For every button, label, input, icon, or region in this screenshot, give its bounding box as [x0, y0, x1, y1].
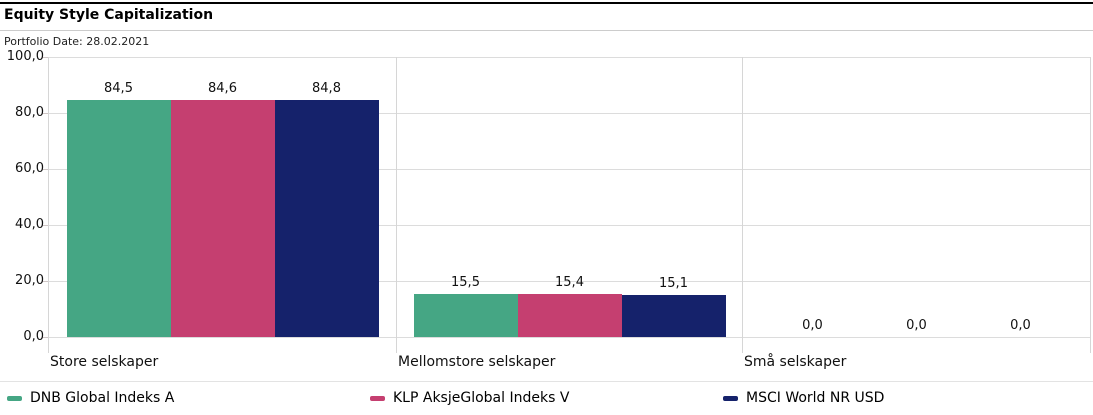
legend-label: KLP AksjeGlobal Indeks V — [393, 390, 570, 406]
y-axis-tick — [42, 337, 48, 338]
category-label: Store selskaper — [50, 354, 159, 370]
bar-column: 0,0 — [761, 57, 865, 337]
bar-value-label: 0,0 — [802, 318, 823, 333]
y-axis-tick — [42, 281, 48, 282]
top-border-rule — [0, 2, 1093, 4]
gridline — [48, 57, 1090, 58]
bar-value-label: 0,0 — [906, 318, 927, 333]
bar-2[interactable] — [517, 293, 622, 337]
gridline — [48, 281, 1090, 282]
legend-label: MSCI World NR USD — [746, 390, 885, 406]
chart-title: Equity Style Capitalization — [4, 7, 214, 23]
y-axis-label: 20,0 — [15, 273, 44, 288]
gridline — [48, 169, 1090, 170]
gridline — [48, 225, 1090, 226]
y-axis-label: 0,0 — [23, 329, 44, 344]
y-axis-tick — [42, 57, 48, 58]
bar-value-label: 0,0 — [1010, 318, 1031, 333]
bar-1[interactable] — [413, 293, 518, 337]
y-axis-label: 40,0 — [15, 217, 44, 232]
bar-value-label: 15,5 — [451, 274, 480, 290]
y-axis-tick — [42, 113, 48, 114]
bar-3[interactable] — [274, 99, 379, 337]
bar-column: 15,5 — [413, 57, 518, 337]
y-axis-label: 80,0 — [15, 105, 44, 120]
panel-divider — [396, 57, 397, 353]
panel-divider — [742, 57, 743, 353]
bar-1[interactable] — [66, 100, 171, 337]
bar-column: 15,1 — [621, 57, 726, 337]
legend-swatch-icon — [723, 395, 738, 401]
bar-value-label: 84,6 — [208, 81, 237, 97]
bar-column: 84,8 — [274, 57, 379, 337]
legend-swatch-icon — [370, 395, 385, 401]
y-axis-tick — [42, 225, 48, 226]
bar-3[interactable] — [621, 294, 726, 337]
legend-item[interactable]: DNB Global Indeks A — [7, 388, 174, 408]
legend-item[interactable]: KLP AksjeGlobal Indeks V — [370, 388, 569, 408]
bar-value-label: 15,1 — [659, 275, 688, 291]
category-panel: 84,5 84,6 84,8 — [49, 57, 396, 337]
bar-column: 0,0 — [865, 57, 969, 337]
legend-divider — [0, 381, 1093, 382]
y-axis-tick — [42, 169, 48, 170]
panel-divider — [1090, 57, 1091, 353]
y-axis-line — [48, 57, 49, 353]
bar-value-label: 84,8 — [312, 80, 341, 96]
bar-value-label: 15,4 — [555, 274, 584, 290]
bar-column: 15,4 — [517, 57, 622, 337]
bar-column: 0,0 — [969, 57, 1073, 337]
bar-column: 84,5 — [66, 57, 171, 337]
legend-item[interactable]: MSCI World NR USD — [723, 388, 884, 408]
gridline — [48, 113, 1090, 114]
legend-label: DNB Global Indeks A — [30, 390, 175, 406]
title-divider — [0, 30, 1093, 31]
y-axis-label: 100,0 — [6, 49, 44, 64]
y-axis-label: 60,0 — [15, 161, 44, 176]
gridline — [48, 337, 1090, 338]
bar-column: 84,6 — [170, 57, 275, 337]
category-label: Mellomstore selskaper — [398, 354, 556, 370]
bar-2[interactable] — [170, 100, 275, 337]
portfolio-date: Portfolio Date: 28.02.2021 — [4, 35, 150, 48]
bar-value-label: 84,5 — [104, 81, 133, 97]
legend-swatch-icon — [7, 395, 22, 401]
category-label: Små selskaper — [744, 354, 847, 370]
category-panel: 15,5 15,4 15,1 — [397, 57, 742, 337]
category-panel: 0,0 0,0 0,0 — [743, 57, 1090, 337]
